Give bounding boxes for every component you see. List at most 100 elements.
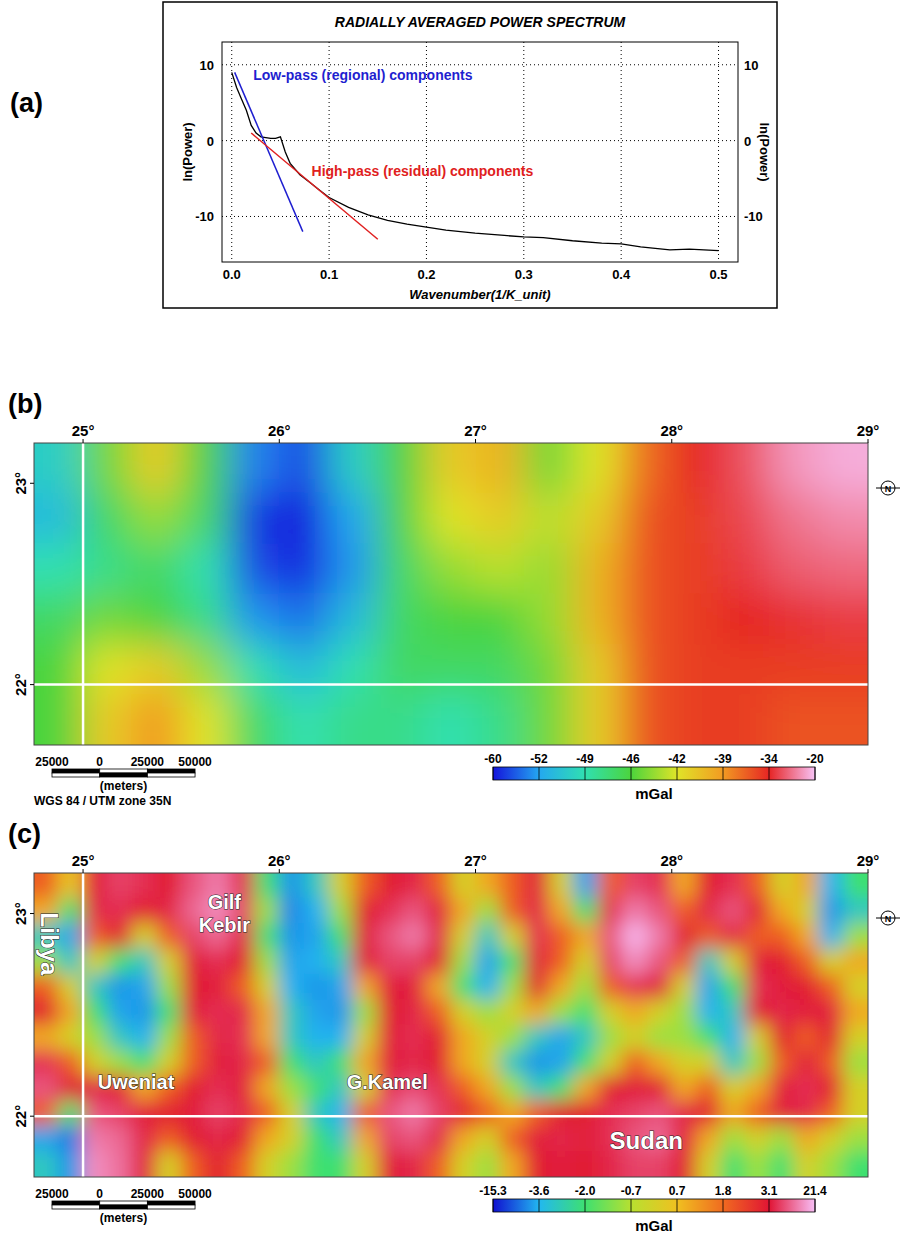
heat-cell	[818, 594, 868, 645]
heat-cell	[598, 1101, 624, 1127]
axis-title: ln(Power)	[180, 122, 195, 181]
heat-cell	[328, 873, 354, 899]
heat-cell	[524, 1101, 550, 1127]
colorbar-segment	[769, 767, 816, 780]
heat-cell	[794, 1050, 820, 1076]
heat-cell	[622, 949, 648, 975]
heat-cell	[132, 1151, 158, 1177]
heat-cell	[671, 923, 697, 949]
heat-cell	[230, 1126, 256, 1152]
heat-cell	[181, 1151, 207, 1177]
heat-cell	[230, 1025, 256, 1051]
heat-cell	[156, 898, 182, 924]
heat-cell	[500, 999, 526, 1025]
heat-cell	[843, 1025, 868, 1051]
heat-cell	[818, 999, 844, 1025]
heat-cell	[573, 1050, 599, 1076]
colorbar-segment	[493, 767, 540, 780]
heat-cell	[671, 493, 721, 544]
heat-cell	[451, 1151, 477, 1177]
heat-cell	[426, 694, 476, 745]
heat-cell	[720, 493, 770, 544]
heat-cell	[818, 898, 844, 924]
heat-cell	[83, 873, 109, 899]
heat-cell	[303, 873, 329, 899]
heat-cell	[475, 1075, 501, 1101]
heat-cell	[622, 1101, 648, 1127]
heat-cell	[451, 1025, 477, 1051]
heat-cell	[181, 644, 231, 695]
heat-cell	[475, 999, 501, 1025]
heat-cell	[549, 1025, 575, 1051]
heat-cell	[843, 923, 868, 949]
heat-cell	[426, 873, 452, 899]
heat-cell	[745, 974, 771, 1000]
heat-cell	[622, 543, 672, 594]
heat-cell	[279, 543, 329, 594]
heat-cell	[794, 1025, 820, 1051]
heat-cell	[156, 1025, 182, 1051]
boundary-line	[82, 873, 85, 1177]
tick-label: 28°	[660, 422, 683, 439]
heat-cell	[818, 543, 868, 594]
heat-cell	[720, 923, 746, 949]
heat-cell	[426, 999, 452, 1025]
scale-unit: (meters)	[100, 779, 147, 793]
heat-cell	[401, 1025, 427, 1051]
heat-cell	[58, 1151, 84, 1177]
tick-mark	[30, 1116, 34, 1117]
heat-cell	[647, 949, 673, 975]
heat-cell	[279, 644, 329, 695]
plot-frame	[222, 42, 738, 262]
heat-cell	[769, 594, 819, 645]
colorbar-segment	[631, 1199, 678, 1212]
heat-cell	[720, 1101, 746, 1127]
heat-cell	[696, 1050, 722, 1076]
heat-cell	[254, 873, 280, 899]
heat-cell	[500, 1151, 526, 1177]
heat-cell	[230, 1050, 256, 1076]
heat-cell	[328, 543, 378, 594]
heat-cell	[549, 1050, 575, 1076]
heat-cell	[279, 923, 305, 949]
heat-cell	[451, 1126, 477, 1152]
heat-cell	[745, 1151, 771, 1177]
heat-cell	[132, 1126, 158, 1152]
heat-cell	[475, 1151, 501, 1177]
tick-label: 22°	[12, 673, 29, 696]
heat-cell	[598, 898, 624, 924]
heat-cell	[328, 644, 378, 695]
heat-cell	[843, 949, 868, 975]
heat-cell	[34, 644, 84, 695]
heat-cell	[58, 974, 84, 1000]
heat-cell	[451, 1101, 477, 1127]
scale-bar-segment	[52, 1205, 100, 1209]
heat-cell	[156, 949, 182, 975]
heat-cell	[352, 999, 378, 1025]
heat-cell	[500, 1126, 526, 1152]
heat-cell	[671, 898, 697, 924]
heat-cell	[524, 1025, 550, 1051]
heat-cell	[843, 1101, 868, 1127]
heat-cell	[500, 898, 526, 924]
heat-cell	[205, 1151, 231, 1177]
projection: WGS 84 / UTM zone 35N	[34, 794, 171, 808]
heat-cell	[475, 594, 525, 645]
colorbar-tick	[539, 767, 540, 780]
heat-cell	[843, 1075, 868, 1101]
heat-cell	[156, 1101, 182, 1127]
heat-cell	[475, 1025, 501, 1051]
heat-cell	[205, 949, 231, 975]
heat-cell	[303, 923, 329, 949]
heat-cell	[720, 1151, 746, 1177]
scale-label: 50000	[178, 755, 212, 769]
heat-cell	[254, 1101, 280, 1127]
heat-cell	[500, 873, 526, 899]
heat-cell	[132, 949, 158, 975]
heat-cell	[720, 1126, 746, 1152]
scale-label: 25000	[35, 1187, 69, 1201]
place-label: G.Kamel	[347, 1071, 428, 1093]
heat-cell	[181, 1075, 207, 1101]
tick-mark	[83, 439, 84, 443]
heat-cell	[279, 493, 329, 544]
